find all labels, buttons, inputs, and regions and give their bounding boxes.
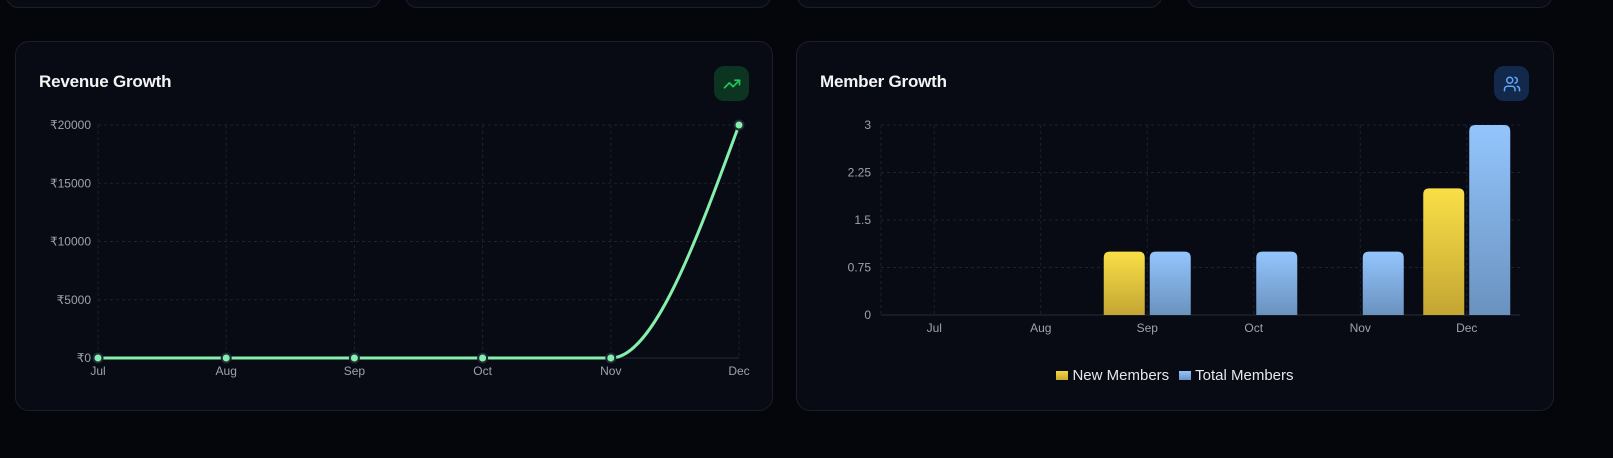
legend-swatch-new: [1056, 371, 1069, 380]
member-bar-chart: 0 0.75 1.5 2.25 3 Jul Aug Sep Oct Nov Dec: [848, 118, 1520, 335]
stat-card-4: [1187, 0, 1552, 8]
data-point[interactable]: [220, 352, 232, 364]
x-tick-label: Aug: [216, 364, 237, 378]
bar-total-members[interactable]: [1256, 251, 1298, 315]
x-tick-label: Nov: [1350, 321, 1371, 335]
trending-up-badge: [714, 66, 749, 101]
revenue-card-title: Revenue Growth: [39, 72, 172, 91]
y-tick-label: 3: [864, 118, 871, 132]
legend-item-new-members[interactable]: New Members: [1056, 367, 1169, 384]
users-badge: [1494, 66, 1529, 101]
member-growth-card: Member Growth 0 0.75 1.5 2.25 3 Jul Aug Sep Oct N…: [796, 41, 1554, 411]
data-point[interactable]: [92, 352, 104, 364]
member-card-title: Member Growth: [820, 72, 947, 91]
legend-item-total-members[interactable]: Total Members: [1179, 367, 1294, 384]
data-point[interactable]: [348, 352, 360, 364]
stat-card-1: [6, 0, 381, 8]
grid: [880, 124, 1520, 315]
bar-total-members[interactable]: [1362, 251, 1404, 315]
data-point[interactable]: [477, 352, 489, 364]
y-tick-label: 0.75: [848, 261, 872, 275]
grid: [97, 124, 740, 358]
trending-up-icon: [723, 78, 740, 89]
data-point[interactable]: [733, 119, 745, 131]
x-tick-label: Sep: [344, 364, 366, 378]
stat-card-3: [797, 0, 1162, 8]
revenue-growth-card: Revenue Growth ₹0 ₹5000 ₹10000 ₹15000 ₹20000…: [15, 41, 773, 411]
x-tick-label: Jul: [90, 364, 105, 378]
y-tick-label: 1.5: [854, 213, 871, 227]
y-tick-label: ₹20000: [50, 118, 91, 132]
x-tick-label: Dec: [728, 364, 749, 378]
bar-new-members[interactable]: [1423, 188, 1465, 315]
x-tick-label: Dec: [1456, 321, 1477, 335]
x-tick-label: Oct: [1244, 321, 1263, 335]
y-tick-label: 0: [864, 308, 871, 322]
y-tick-label: ₹5000: [57, 293, 92, 307]
data-point[interactable]: [605, 352, 617, 364]
x-tick-label: Jul: [927, 321, 942, 335]
x-tick-label: Sep: [1137, 321, 1159, 335]
x-tick-label: Aug: [1030, 321, 1051, 335]
chart-legend: New Members Total Members: [797, 367, 1553, 384]
y-tick-label: ₹10000: [50, 235, 91, 249]
stat-card-2: [405, 0, 771, 8]
users-icon: [1503, 76, 1520, 91]
revenue-line-chart: ₹0 ₹5000 ₹10000 ₹15000 ₹20000 Jul Aug Sep Oct Nov…: [50, 118, 750, 378]
legend-swatch-total: [1179, 371, 1192, 380]
legend-label-total: Total Members: [1195, 367, 1294, 384]
x-tick-label: Oct: [473, 364, 492, 378]
y-tick-label: ₹15000: [50, 176, 91, 190]
bar-new-members[interactable]: [1103, 251, 1145, 315]
x-tick-label: Nov: [600, 364, 621, 378]
y-tick-label: ₹0: [77, 351, 92, 365]
bar-total-members[interactable]: [1469, 125, 1511, 315]
y-tick-label: 2.25: [848, 166, 872, 180]
bar-total-members[interactable]: [1149, 251, 1191, 315]
legend-label-new: New Members: [1072, 367, 1170, 384]
